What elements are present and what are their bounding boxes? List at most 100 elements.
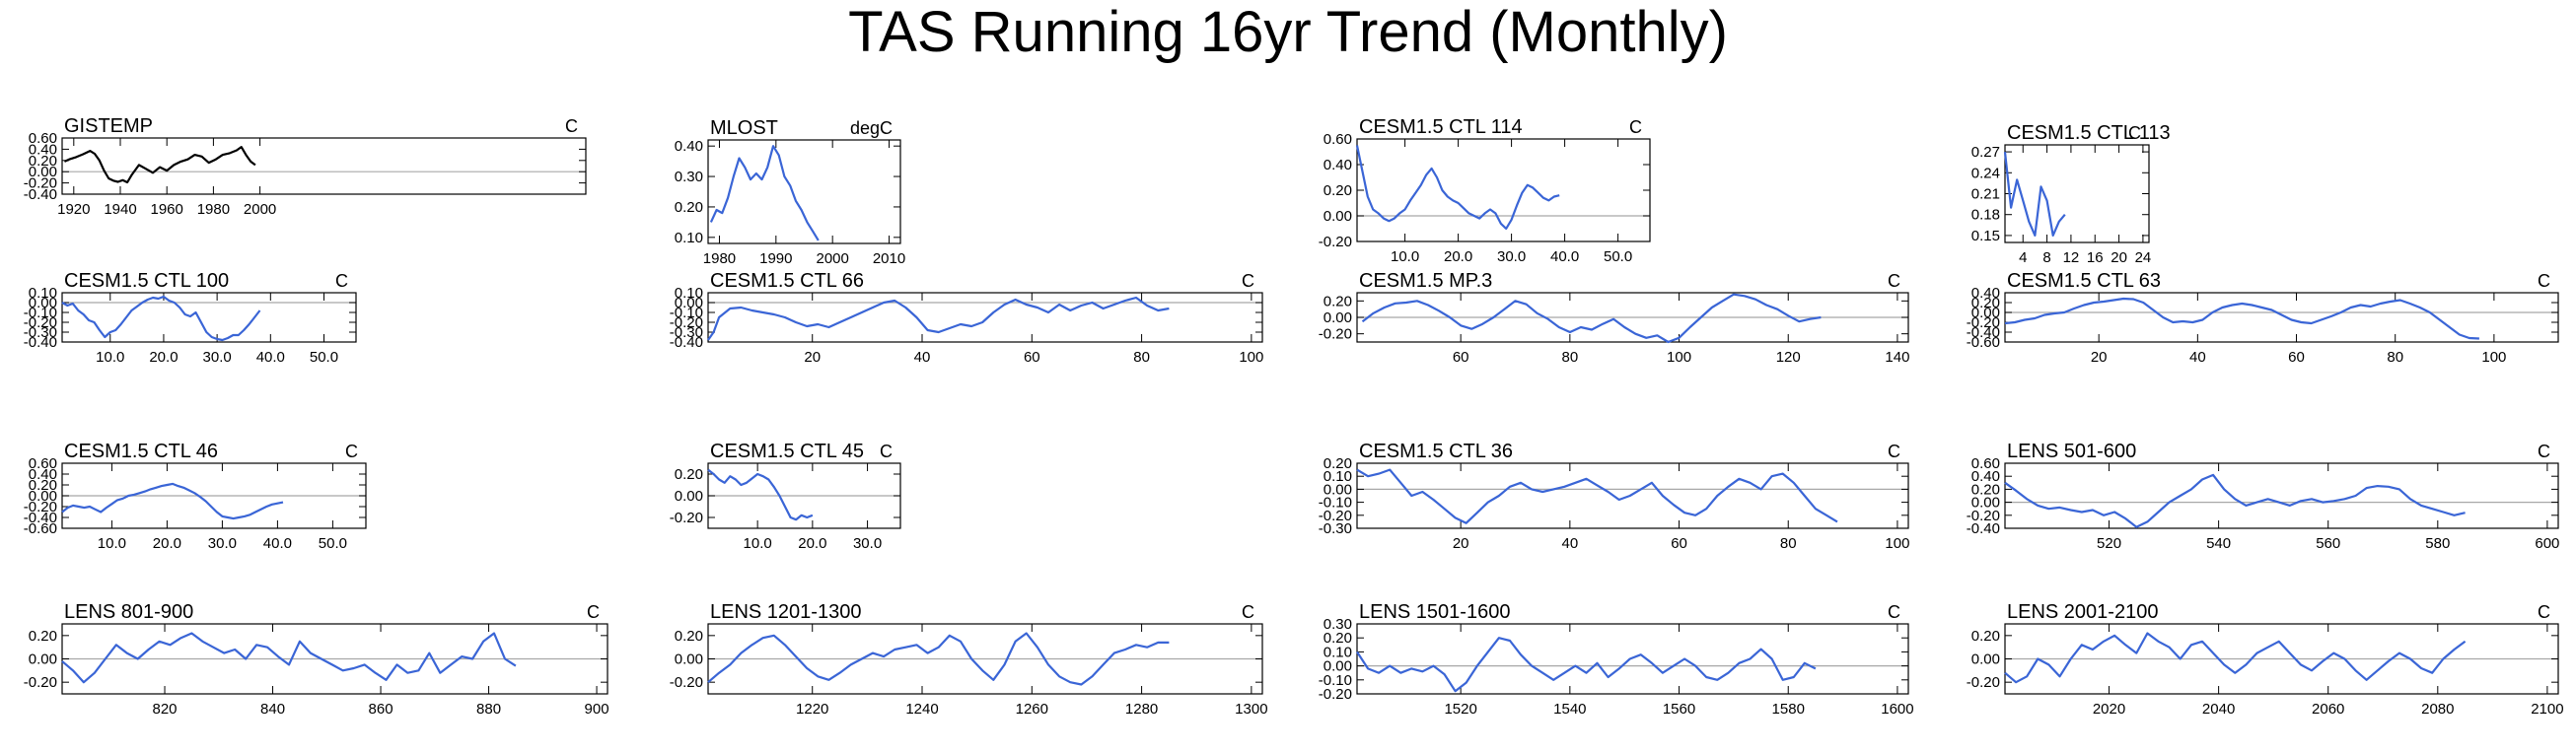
- panel-10: CESM1.5 CTL 45 C -0.20 0.00 0.20 10.0 20.0 30.0: [670, 441, 901, 552]
- y-tick-label: 0.30: [1324, 616, 1352, 633]
- y-tick-label: -0.20: [1319, 508, 1352, 524]
- x-tick-label: 120: [1776, 349, 1801, 366]
- y-tick-label: 0.40: [675, 138, 703, 155]
- series-line: [707, 468, 814, 521]
- x-tick-label: 100: [2481, 349, 2506, 366]
- panel-title: CESM1.5 CTL 46: [64, 441, 218, 462]
- x-tick-label: 880: [476, 701, 501, 718]
- y-tick-label: -0.40: [24, 334, 57, 351]
- y-tick-label: 0.20: [1971, 628, 2000, 645]
- y-tick-label: 0.20: [1324, 293, 1352, 309]
- x-tick-label: 40: [914, 349, 931, 366]
- series-line: [2003, 151, 2066, 237]
- y-tick-label: 0.00: [29, 488, 57, 505]
- x-tick-label: 2010: [873, 250, 905, 267]
- x-tick-label: 60: [1671, 535, 1687, 552]
- x-tick-label: 100: [1239, 349, 1263, 366]
- panel-title: LENS 1201-1300: [710, 601, 861, 623]
- x-tick-label: 1520: [1444, 701, 1476, 718]
- y-tick-label: 0.00: [1971, 305, 2000, 321]
- panel-14: LENS 1201-1300 C -0.20 0.00 0.20 1220 1240 1260…: [670, 601, 1268, 718]
- y-tick-label: -0.30: [24, 324, 57, 341]
- x-tick-label: 10.0: [96, 349, 124, 366]
- y-tick-label: 0.20: [1324, 455, 1352, 472]
- x-tick-label: 520: [2097, 535, 2121, 552]
- x-tick-label: 140: [1885, 349, 1909, 366]
- y-tick-label: 0.10: [29, 285, 57, 302]
- x-tick-label: 1240: [905, 701, 938, 718]
- series-line: [1355, 145, 1560, 231]
- x-tick-label: 40.0: [256, 349, 285, 366]
- x-tick-label: 2000: [816, 250, 848, 267]
- y-tick-label: 0.10: [1324, 644, 1352, 660]
- panel-title: CESM1.5 CTL 114: [1359, 116, 1523, 138]
- y-tick-label: -0.40: [670, 334, 703, 351]
- x-tick-label: 1940: [104, 201, 136, 218]
- panel-units: C: [565, 116, 578, 136]
- x-tick-label: 30.0: [1497, 248, 1526, 265]
- panel-units: C: [1888, 271, 1900, 291]
- x-tick-label: 30.0: [853, 535, 882, 552]
- y-tick-label: -0.10: [1319, 672, 1352, 689]
- y-tick-label: -0.40: [1967, 520, 2000, 537]
- x-tick-label: 10.0: [1391, 248, 1419, 265]
- y-tick-label: 0.40: [1324, 157, 1352, 173]
- y-tick-label: 0.60: [1324, 131, 1352, 148]
- y-tick-label: 0.10: [675, 285, 703, 302]
- x-tick-label: 540: [2206, 535, 2231, 552]
- panel-1: GISTEMP C -0.40-0.200.000.200.400.60 1920 19…: [24, 115, 587, 218]
- panel-title: CESM1.5 CTL 63: [2007, 270, 2161, 292]
- x-tick-label: 1980: [703, 250, 736, 267]
- series-line: [61, 482, 284, 520]
- x-tick-label: 80: [2387, 349, 2403, 366]
- y-tick-label: 0.00: [1971, 495, 2000, 512]
- x-tick-label: 900: [585, 701, 609, 718]
- panel-title: CESM1.5 CTL 36: [1359, 441, 1513, 462]
- y-tick-label: -0.20: [670, 510, 703, 526]
- x-tick-label: 1300: [1235, 701, 1267, 718]
- y-tick-label: -0.10: [1319, 495, 1352, 512]
- panel-7: CESM1.5 MP.3 C -0.200.000.20 60 80 100 120 140: [1319, 270, 1910, 366]
- panel-title: CESM1.5 CTL 66: [710, 270, 864, 292]
- x-tick-label: 20: [1453, 535, 1469, 552]
- plot-frame: [1356, 623, 1909, 695]
- series-line: [61, 632, 517, 684]
- panel-12: LENS 501-600 C -0.40-0.200.000.200.400.60 5…: [1967, 441, 2560, 552]
- series-line: [709, 145, 820, 241]
- y-tick-label: -0.20: [1319, 326, 1352, 343]
- panel-3: CESM1.5 CTL 114 C -0.20 0.00 0.20 0.40 0.60 10.…: [1319, 116, 1651, 265]
- y-tick-label: 0.20: [675, 628, 703, 645]
- y-tick-label: -0.20: [24, 314, 57, 331]
- y-tick-label: -0.10: [670, 305, 703, 321]
- y-tick-label: 0.10: [675, 230, 703, 246]
- y-tick-label: 0.27: [1971, 144, 2000, 161]
- panel-8: CESM1.5 CTL 63 C -0.60-0.40-0.200.000.200.…: [1967, 270, 2559, 366]
- panel-5: CESM1.5 CTL 100 C -0.40-0.30-0.20-0.100.00…: [24, 270, 357, 366]
- y-tick-label: 0.60: [29, 455, 57, 472]
- x-tick-label: 60: [1453, 349, 1469, 366]
- x-tick-label: 1280: [1125, 701, 1158, 718]
- y-tick-label: -0.30: [1319, 520, 1352, 537]
- x-tick-label: 50.0: [319, 535, 347, 552]
- x-tick-label: 860: [369, 701, 394, 718]
- panel-units: C: [1888, 442, 1900, 461]
- panel-title: LENS 801-900: [64, 601, 193, 623]
- x-tick-label: 80: [1133, 349, 1150, 366]
- x-tick-label: 12: [2063, 249, 2080, 266]
- panel-units: C: [2538, 442, 2550, 461]
- y-tick-label: 0.40: [29, 466, 57, 483]
- y-tick-label: -0.40: [24, 510, 57, 526]
- panel-title: LENS 2001-2100: [2007, 601, 2158, 623]
- series-line: [2004, 473, 2466, 528]
- panel-units: C: [1629, 117, 1642, 137]
- x-tick-label: 1600: [1881, 701, 1913, 718]
- x-tick-label: 20.0: [149, 349, 178, 366]
- y-tick-label: 0.00: [675, 488, 703, 505]
- y-tick-label: 0.10: [1324, 468, 1352, 485]
- y-tick-label: 0.00: [29, 164, 57, 180]
- x-tick-label: 2100: [2531, 701, 2563, 718]
- panel-units: C: [2128, 123, 2141, 143]
- plot-frame: [61, 137, 587, 195]
- panel-title: GISTEMP: [64, 115, 153, 137]
- x-tick-label: 60: [1024, 349, 1040, 366]
